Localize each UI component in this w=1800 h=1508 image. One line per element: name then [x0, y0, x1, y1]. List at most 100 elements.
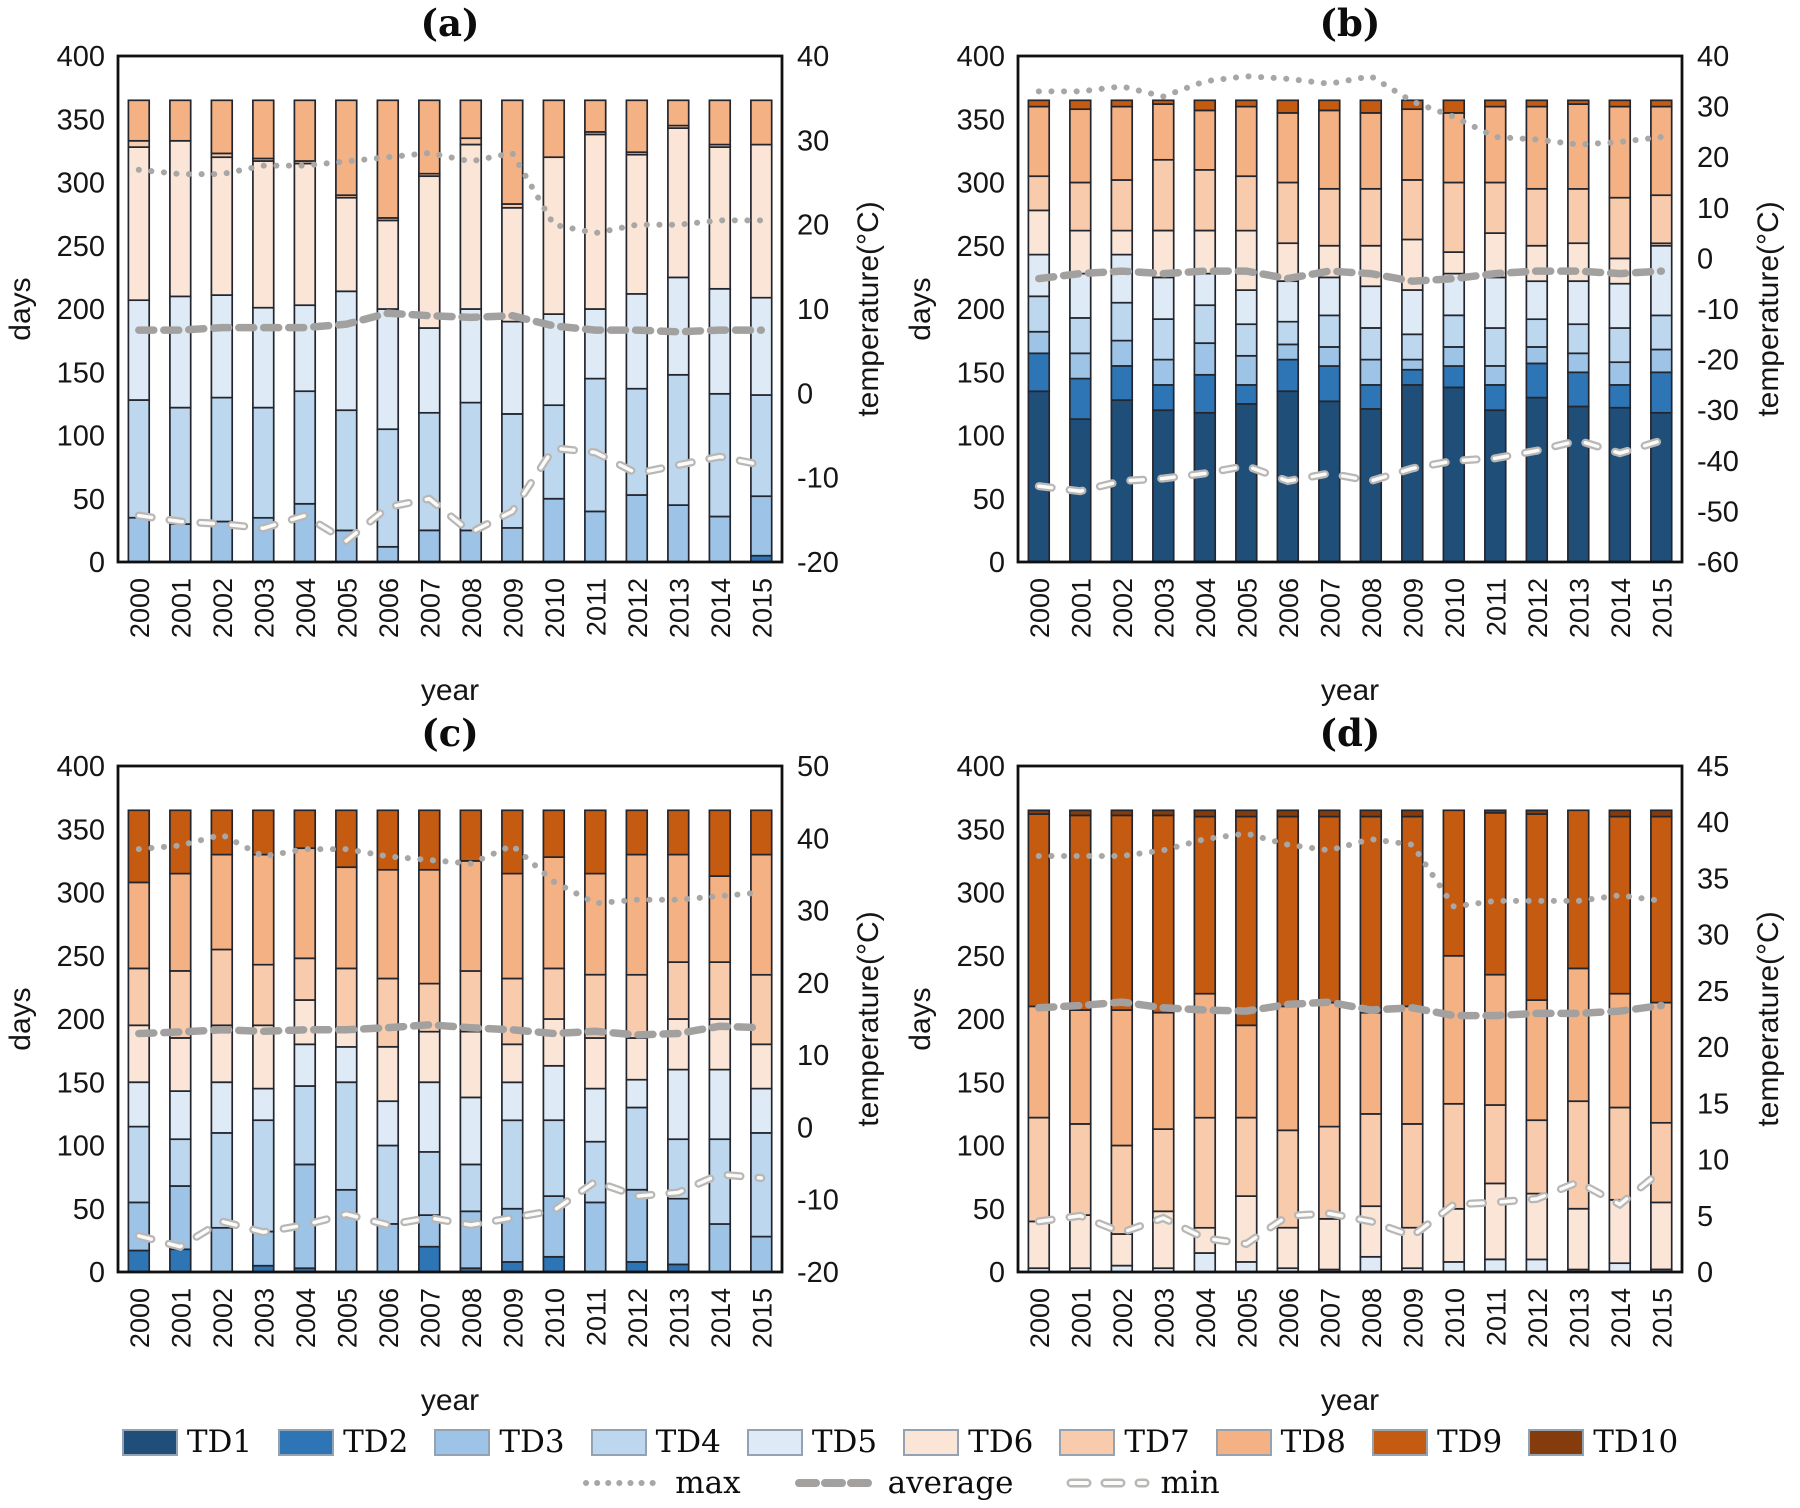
- x-tick-label: 2009: [1398, 578, 1428, 638]
- left-tick-label: 400: [957, 41, 1005, 73]
- bar-segment-TD7: [1484, 181, 1507, 234]
- bar-segment-TD8: [625, 853, 649, 976]
- x-tick-label: 2006: [1274, 1288, 1304, 1348]
- right-tick-label: 30: [1697, 920, 1729, 952]
- bar-segment-TD2: [1359, 384, 1383, 410]
- bar-segment-TD9: [584, 809, 607, 875]
- x-tick-label: 2000: [1025, 1288, 1055, 1348]
- bar-segment-TD9: [1276, 99, 1300, 114]
- bar-segment-TD7: [1650, 194, 1673, 245]
- right-tick-label: 30: [797, 125, 829, 157]
- bar-segment-TD4: [1401, 333, 1424, 361]
- bar-segment-TD4: [335, 409, 358, 532]
- bar-segment-TD5: [1401, 289, 1424, 336]
- bar-segment-TD6: [501, 1043, 524, 1084]
- bar-segment-TD8: [708, 99, 732, 146]
- bar-segment-TD6: [1608, 1199, 1632, 1265]
- bar-segment-TD8: [1276, 112, 1300, 184]
- bar-segment-TD9: [1567, 99, 1590, 105]
- bar-segment-TD8: [210, 99, 234, 155]
- left-tick-label: 350: [57, 814, 105, 846]
- bar-segment-TD8: [1359, 112, 1383, 190]
- bar-segment-TD7: [542, 967, 566, 1020]
- bar-segment-TD5: [1442, 1261, 1466, 1273]
- legend-line-label: average: [887, 1464, 1014, 1501]
- legend-item-TD7: TD7: [1059, 1426, 1190, 1458]
- bar-segment-TD8: [1069, 1009, 1092, 1125]
- right-tick-label: -20: [797, 547, 839, 579]
- bar-segment-TD4: [210, 396, 234, 523]
- bar-segment-TD7: [1525, 187, 1549, 247]
- bar-segment-TD8: [708, 875, 732, 963]
- bar-segment-TD5: [169, 1090, 192, 1141]
- bar-segment-TD7: [1193, 168, 1217, 232]
- subplot-b: (b) 0 50 100 150 200 250 300 350 400 -60 -50 -40 -30-…: [900, 0, 1800, 710]
- bar-segment-TD4: [1650, 314, 1673, 351]
- average-line: [135, 1021, 766, 1039]
- bar-segment-TD7: [210, 948, 234, 1027]
- plot-border: [1016, 54, 1684, 564]
- x-tick-label: 2006: [374, 578, 404, 638]
- right-tick-label: 40: [1697, 41, 1729, 73]
- bar-segment-TD4: [1318, 314, 1341, 348]
- chart-b-canvas: (b)050100150200250300350400-60-50-40-30-…: [904, 1, 1785, 707]
- bar-segment-TD2: [1235, 384, 1258, 405]
- bar-segment-TD6: [376, 219, 400, 310]
- bar-segment-TD9: [376, 809, 400, 871]
- bar-segment-TD6: [1442, 1207, 1466, 1263]
- bar-segment-TD9: [1359, 99, 1383, 114]
- x-tick-label: 2003: [1149, 1288, 1179, 1348]
- x-tick-label: 2000: [1025, 578, 1055, 638]
- bar-segment-TD2: [1567, 371, 1590, 408]
- x-tick-label: 2009: [1398, 1288, 1428, 1348]
- x-tick-label: 2006: [374, 1288, 404, 1348]
- bar-segment-TD6: [1525, 1192, 1549, 1261]
- left-tick-label: 150: [957, 357, 1005, 389]
- bar-segment-TD4: [376, 1144, 400, 1225]
- bar-segment-TD6: [169, 1037, 192, 1092]
- left-tick-label: 250: [957, 231, 1005, 263]
- right-axis-title: temperature(°C): [852, 911, 885, 1126]
- right-tick-label: 35: [1697, 863, 1729, 895]
- bar-segment-TD8: [501, 872, 524, 980]
- bar-segment-TD4: [252, 1119, 275, 1233]
- bar-segment-TD5: [708, 287, 732, 395]
- bar-segment-TD8: [418, 868, 441, 985]
- right-tick-label: 0: [1697, 1257, 1713, 1289]
- left-tick-label: 150: [57, 1067, 105, 1099]
- bar-segment-TD7: [1235, 175, 1258, 232]
- bar-segment-TD7: [335, 967, 358, 1029]
- bar-segment-TD8: [1276, 1005, 1300, 1132]
- legend-item-TD3: TD3: [434, 1426, 565, 1458]
- x-tick-label: 2005: [1232, 1288, 1262, 1348]
- bar-segment-TD5: [252, 306, 275, 409]
- bar-segment-TD5: [584, 1087, 607, 1143]
- bar-segment-TD4: [335, 1081, 358, 1191]
- right-tick-label: -60: [1697, 547, 1739, 579]
- legend-line-item-min: min: [1065, 1467, 1220, 1499]
- bar-segment-TD8: [1650, 105, 1673, 197]
- bar-segment-TD8: [1235, 1024, 1258, 1119]
- bar-segment-TD2: [127, 1249, 151, 1273]
- bar-segment-TD8: [418, 99, 441, 175]
- x-tick-label: 2002: [1108, 578, 1138, 638]
- legend-label: TD5: [811, 1423, 878, 1460]
- bar-segment-TD5: [127, 1081, 151, 1128]
- bar-segment-TD8: [293, 847, 317, 960]
- bar-segment-TD7: [1442, 1102, 1466, 1210]
- bar-segment-TD9: [459, 809, 483, 862]
- max-line: [135, 149, 765, 237]
- bar-segment-TD9: [1193, 815, 1217, 995]
- bar-segment-TD7: [1276, 181, 1300, 245]
- bar-segment-TD5: [1525, 1258, 1549, 1273]
- bar-segment-TD6: [750, 1043, 773, 1090]
- bar-segment-TD5: [210, 1081, 234, 1134]
- bar-segment-TD5: [1359, 1255, 1383, 1273]
- right-tick-label: 40: [1697, 807, 1729, 839]
- right-tick-label: 10: [797, 1040, 829, 1072]
- x-tick-label: 2005: [1232, 578, 1262, 638]
- bar-segment-TD3: [1359, 358, 1383, 386]
- bar-segment-TD8: [376, 868, 400, 980]
- bar-segment-TD2: [418, 1245, 441, 1273]
- x-tick-label: 2003: [1149, 578, 1179, 638]
